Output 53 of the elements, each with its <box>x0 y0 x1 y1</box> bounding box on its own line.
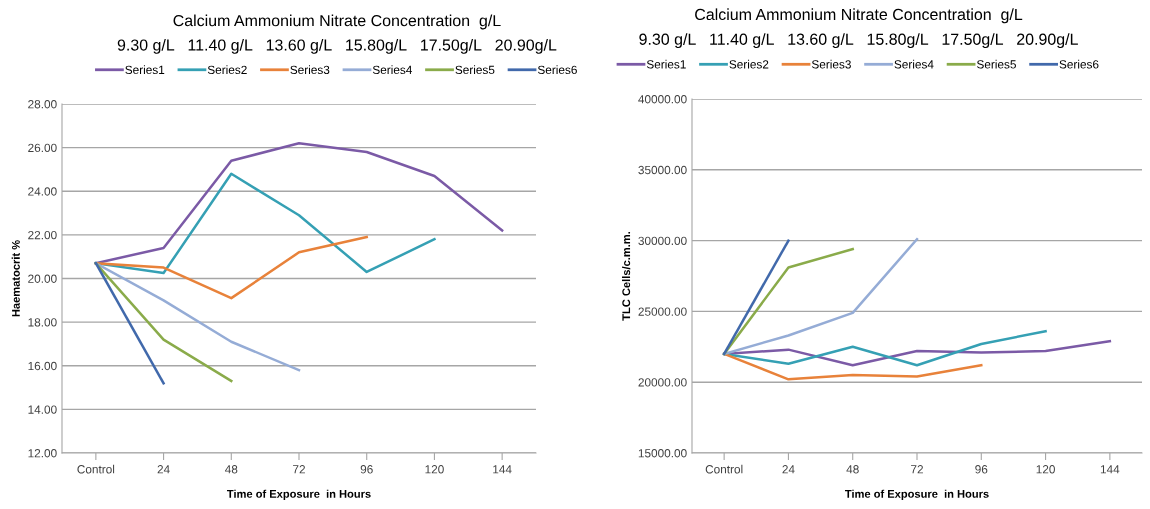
y-axis-title: TLC Cells/c.m.m. <box>621 232 631 321</box>
legend-label: Series4 <box>894 59 934 69</box>
legend-label: Series6 <box>1059 59 1099 69</box>
y-tick-label: 18.00 <box>28 318 57 327</box>
legend-label: Series1 <box>125 65 165 75</box>
y-tick-label: 35000.00 <box>638 165 687 175</box>
legend-label: Series3 <box>811 59 851 69</box>
legend-label: Series1 <box>646 59 686 69</box>
line-series <box>94 142 504 265</box>
legend-label: Series5 <box>455 65 495 75</box>
x-tick-label: 24 <box>782 465 795 474</box>
legend-label: Series4 <box>372 65 413 75</box>
legend-label: Series5 <box>976 59 1016 69</box>
y-tick-label: 12.00 <box>28 449 57 458</box>
legend-label: Series3 <box>290 65 330 75</box>
y-tick-label: 22.00 <box>28 230 57 240</box>
x-tick-label: 48 <box>224 465 238 474</box>
y-tick-label: 28.00 <box>28 100 57 109</box>
x-tick-label: 144 <box>493 465 512 474</box>
y-tick-label: 24.00 <box>28 187 57 196</box>
y-tick-label: 16.00 <box>28 361 57 371</box>
y-axis-title: Haematocrit % <box>11 240 20 317</box>
legend-label: Series2 <box>729 59 769 69</box>
line-series <box>94 235 368 300</box>
y-tick-label: 20.00 <box>28 274 57 283</box>
x-tick-label: 120 <box>425 465 444 474</box>
x-tick-label: Control <box>705 464 743 474</box>
y-tick-label: 30000.00 <box>638 236 687 245</box>
x-axis-title: Time of Exposure in Hours <box>844 489 989 501</box>
chart-subtitle: 9.30 g/L 11.40 g/L 13.60 g/L 15.80g/L 17.50g/L 20.90g/L <box>639 33 1078 49</box>
line-series <box>722 352 983 381</box>
x-tick-label: 24 <box>157 465 170 474</box>
x-tick-label: 72 <box>293 465 305 474</box>
legend-label: Series6 <box>537 65 577 75</box>
chart-subtitle: 9.30 g/L 11.40 g/L 13.60 g/L 15.80g/L 17.50g/L 20.90g/L <box>117 38 557 54</box>
y-tick-label: 25000.00 <box>638 307 687 316</box>
x-tick-label: 96 <box>360 465 373 474</box>
x-tick-label: 72 <box>911 465 923 474</box>
chart-title: Calcium Ammonium Nitrate Concentration g/L <box>695 8 1023 24</box>
line-series <box>722 237 919 356</box>
x-tick-label: 144 <box>1100 465 1120 474</box>
x-tick-label: 96 <box>975 465 988 474</box>
y-tick-label: 20000.00 <box>638 378 687 387</box>
x-tick-label: 120 <box>1036 465 1055 474</box>
y-tick-label: 40000.00 <box>638 95 687 104</box>
y-tick-label: 15000.00 <box>638 449 687 458</box>
x-tick-label: Control <box>77 464 115 474</box>
x-tick-label: 48 <box>846 465 859 474</box>
chart-title: Calcium Ammonium Nitrate Concentration g/L <box>173 14 501 30</box>
y-tick-label: 26.00 <box>28 143 57 153</box>
x-axis-title: Time of Exposure in Hours <box>226 489 371 501</box>
y-tick-label: 14.00 <box>28 405 57 414</box>
legend-label: Series2 <box>207 65 247 75</box>
